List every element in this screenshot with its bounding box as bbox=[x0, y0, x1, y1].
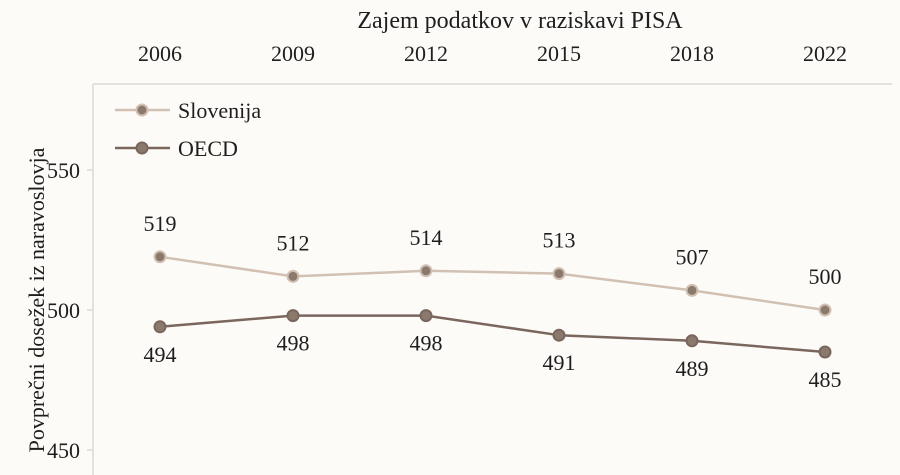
data-label-oecd-2015: 491 bbox=[543, 350, 576, 375]
x-tick-label-2022: 2022 bbox=[803, 41, 847, 66]
x-tick-label-2015: 2015 bbox=[537, 41, 581, 66]
legend-item-slovenija: Slovenija bbox=[115, 98, 261, 123]
point-oecd-2022 bbox=[818, 345, 832, 359]
data-label-oecd-2012: 498 bbox=[410, 331, 443, 356]
y-tick-labels: 450 500 550 bbox=[47, 158, 93, 463]
point-oecd-2018 bbox=[685, 334, 699, 348]
point-slovenija-2012 bbox=[419, 264, 433, 278]
series-line-slovenija bbox=[159, 255, 826, 312]
series-slovenija: 519 512 514 513 507 500 bbox=[144, 211, 842, 317]
y-axis-label: Povprečni dosežek iz naravoslovja bbox=[24, 147, 49, 452]
series-layer: 519 512 514 513 507 500 494 498 498 491 489 485 bbox=[144, 211, 842, 392]
point-oecd-2015 bbox=[552, 328, 566, 342]
legend-label-slovenija: Slovenija bbox=[178, 98, 261, 123]
point-oecd-2012 bbox=[419, 309, 433, 323]
x-tick-label-2012: 2012 bbox=[404, 41, 448, 66]
data-label-slovenija-2018: 507 bbox=[676, 244, 709, 269]
legend-label-oecd: OECD bbox=[178, 136, 238, 161]
chart-title: Zajem podatkov v raziskavi PISA bbox=[357, 8, 683, 34]
point-slovenija-2022 bbox=[818, 303, 832, 317]
point-slovenija-2015 bbox=[552, 267, 566, 281]
legend-item-oecd: OECD bbox=[115, 136, 238, 161]
y-tick-label-450: 450 bbox=[47, 438, 80, 463]
point-oecd-2009 bbox=[286, 309, 300, 323]
y-tick-label-500: 500 bbox=[47, 298, 80, 323]
data-label-oecd-2009: 498 bbox=[277, 331, 310, 356]
data-label-oecd-2006: 494 bbox=[144, 342, 177, 367]
x-tick-label-2009: 2009 bbox=[271, 41, 315, 66]
x-tick-labels: 2006 2009 2012 2015 2018 2022 bbox=[138, 41, 847, 66]
point-oecd-2006 bbox=[153, 320, 167, 334]
data-label-oecd-2022: 485 bbox=[809, 367, 842, 392]
data-label-slovenija-2006: 519 bbox=[144, 211, 177, 236]
data-label-slovenija-2009: 512 bbox=[277, 230, 310, 255]
data-label-oecd-2018: 489 bbox=[676, 356, 709, 381]
x-tick-label-2006: 2006 bbox=[138, 41, 182, 66]
data-label-slovenija-2012: 514 bbox=[410, 225, 443, 250]
legend: Slovenija OECD bbox=[115, 98, 261, 161]
x-tick-label-2018: 2018 bbox=[670, 41, 714, 66]
series-line-oecd bbox=[159, 314, 826, 354]
legend-marker-slovenija bbox=[135, 103, 149, 117]
point-slovenija-2018 bbox=[685, 283, 699, 297]
y-tick-label-550: 550 bbox=[47, 158, 80, 183]
series-oecd: 494 498 498 491 489 485 bbox=[144, 309, 842, 392]
data-label-slovenija-2022: 500 bbox=[809, 264, 842, 289]
point-slovenija-2009 bbox=[286, 269, 300, 283]
point-slovenija-2006 bbox=[153, 250, 167, 264]
legend-marker-oecd bbox=[135, 141, 149, 155]
data-label-slovenija-2015: 513 bbox=[543, 228, 576, 253]
